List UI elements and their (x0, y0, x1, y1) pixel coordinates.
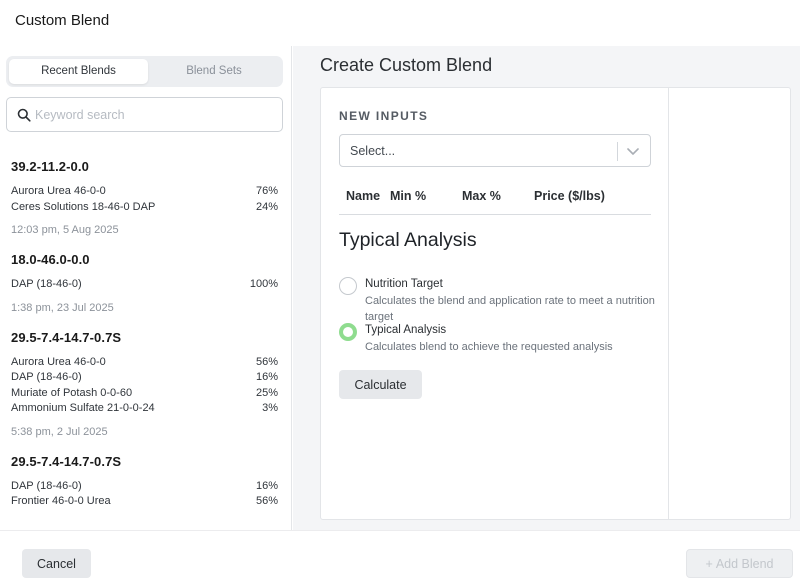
blend-item[interactable]: 39.2-11.2-0.0 Aurora Urea 46-0-0 76% Cer… (0, 159, 291, 237)
ingredient-pct: 76% (255, 185, 278, 197)
radio-label: Nutrition Target (365, 278, 443, 290)
ingredient-name: DAP (18-46-0) (11, 479, 82, 492)
select-placeholder: Select... (350, 144, 396, 158)
page-title: Create Custom Blend (320, 55, 493, 75)
ingredient-row: Muriate of Potash 0-0-60 25% (11, 386, 278, 402)
section-title: Typical Analysis (339, 229, 477, 251)
ingredient-row: Aurora Urea 46-0-0 56% (11, 355, 278, 371)
inputs-table-header: Name Min % Max % Price ($/lbs) (339, 189, 651, 215)
radio-circle-checked[interactable] (339, 323, 357, 341)
ingredient-name: Ceres Solutions 18-46-0 DAP (11, 200, 156, 213)
plus-icon: + (705, 556, 713, 571)
tab-blend-sets[interactable]: Blend Sets (186, 65, 242, 77)
ingredient-pct: 16% (255, 479, 278, 492)
ingredient-row: Ammonium Sulfate 21-0-0-24 3% (11, 401, 278, 417)
blend-date: 1:38 pm, 23 Jul 2025 (11, 301, 114, 314)
footer: Cancel + Add Blend (0, 530, 800, 585)
cancel-button[interactable]: Cancel (22, 549, 91, 578)
ingredient-name: Frontier 46-0-0 Urea (11, 495, 111, 507)
blend-date: 12:03 pm, 5 Aug 2025 (11, 224, 119, 236)
radio-description: Calculates blend to achieve the requeste… (365, 341, 613, 353)
radio-label: Typical Analysis (365, 324, 447, 336)
search-icon (17, 108, 31, 122)
radio-description: Calculates the blend and application rat… (365, 295, 655, 323)
divider (668, 88, 669, 519)
ingredient-pct: 24% (255, 200, 278, 213)
blend-name: 18.0-46.0-0.0 (11, 252, 90, 267)
radio-circle[interactable] (339, 277, 357, 295)
ingredient-row: Aurora Urea 46-0-0 76% (11, 184, 278, 200)
ingredient-pct: 56% (255, 495, 278, 507)
ingredient-pct: 56% (255, 355, 278, 368)
calculate-button[interactable]: Calculate (339, 370, 422, 399)
search-input[interactable] (35, 104, 275, 126)
blend-name: 29.5-7.4-14.7-0.7S (11, 453, 122, 469)
search-box (6, 97, 283, 132)
ingredient-pct: 3% (262, 402, 278, 414)
add-blend-button[interactable]: + Add Blend (686, 549, 793, 578)
ingredient-row: DAP (18-46-0) 16% (11, 370, 278, 386)
blend-list: 39.2-11.2-0.0 Aurora Urea 46-0-0 76% Cer… (0, 146, 291, 525)
blend-item[interactable]: 29.5-7.4-14.7-0.7S DAP (18-46-0) 16% Fro… (0, 453, 291, 510)
ingredient-name: Ammonium Sulfate 21-0-0-24 (11, 402, 155, 414)
window-title: Custom Blend (15, 12, 110, 29)
main-panel: Create Custom Blend NEW INPUTS Select...… (293, 46, 800, 530)
ingredient-pct: 16% (255, 371, 278, 383)
ingredient-name: DAP (18-46-0) (11, 278, 82, 290)
column-name: Name (346, 189, 381, 203)
column-max: Max % (462, 189, 501, 203)
ingredient-name: Aurora Urea 46-0-0 (11, 185, 106, 197)
new-inputs-label: NEW INPUTS (339, 109, 429, 123)
blend-name: 39.2-11.2-0.0 (11, 159, 89, 174)
add-blend-label: Add Blend (715, 556, 774, 571)
ingredient-row: DAP (18-46-0) 16% (11, 479, 278, 495)
select-separator (617, 142, 618, 161)
blend-date: 5:38 pm, 2 Jul 2025 (11, 425, 108, 438)
blend-card: NEW INPUTS Select... Name Min % Max % Pr… (320, 87, 791, 520)
sidebar: Recent Blends Blend Sets 39.2-11.2-0.0 A… (0, 46, 292, 530)
ingredient-row: Ceres Solutions 18-46-0 DAP 24% (11, 200, 278, 216)
ingredient-name: DAP (18-46-0) (11, 371, 82, 383)
blend-item[interactable]: 29.5-7.4-14.7-0.7S Aurora Urea 46-0-0 56… (0, 329, 291, 439)
column-price: Price ($/lbs) (534, 189, 605, 203)
blend-name: 29.5-7.4-14.7-0.7S (11, 329, 122, 345)
title-bar: Custom Blend (0, 0, 800, 46)
ingredient-pct: 100% (249, 278, 278, 290)
ingredient-row: DAP (18-46-0) 100% (11, 277, 278, 293)
ingredient-row: Frontier 46-0-0 Urea 56% (11, 494, 278, 510)
ingredient-pct: 25% (255, 386, 278, 399)
tab-recent-blends[interactable]: Recent Blends (9, 59, 148, 84)
ingredient-name: Aurora Urea 46-0-0 (11, 355, 106, 368)
input-select[interactable]: Select... (339, 134, 651, 167)
column-min: Min % (390, 189, 427, 203)
ingredient-name: Muriate of Potash 0-0-60 (11, 386, 133, 399)
blend-tabs: Recent Blends Blend Sets (6, 56, 283, 87)
chevron-down-icon[interactable] (626, 145, 640, 157)
blend-item[interactable]: 18.0-46.0-0.0 DAP (18-46-0) 100% 1:38 pm… (0, 252, 291, 315)
